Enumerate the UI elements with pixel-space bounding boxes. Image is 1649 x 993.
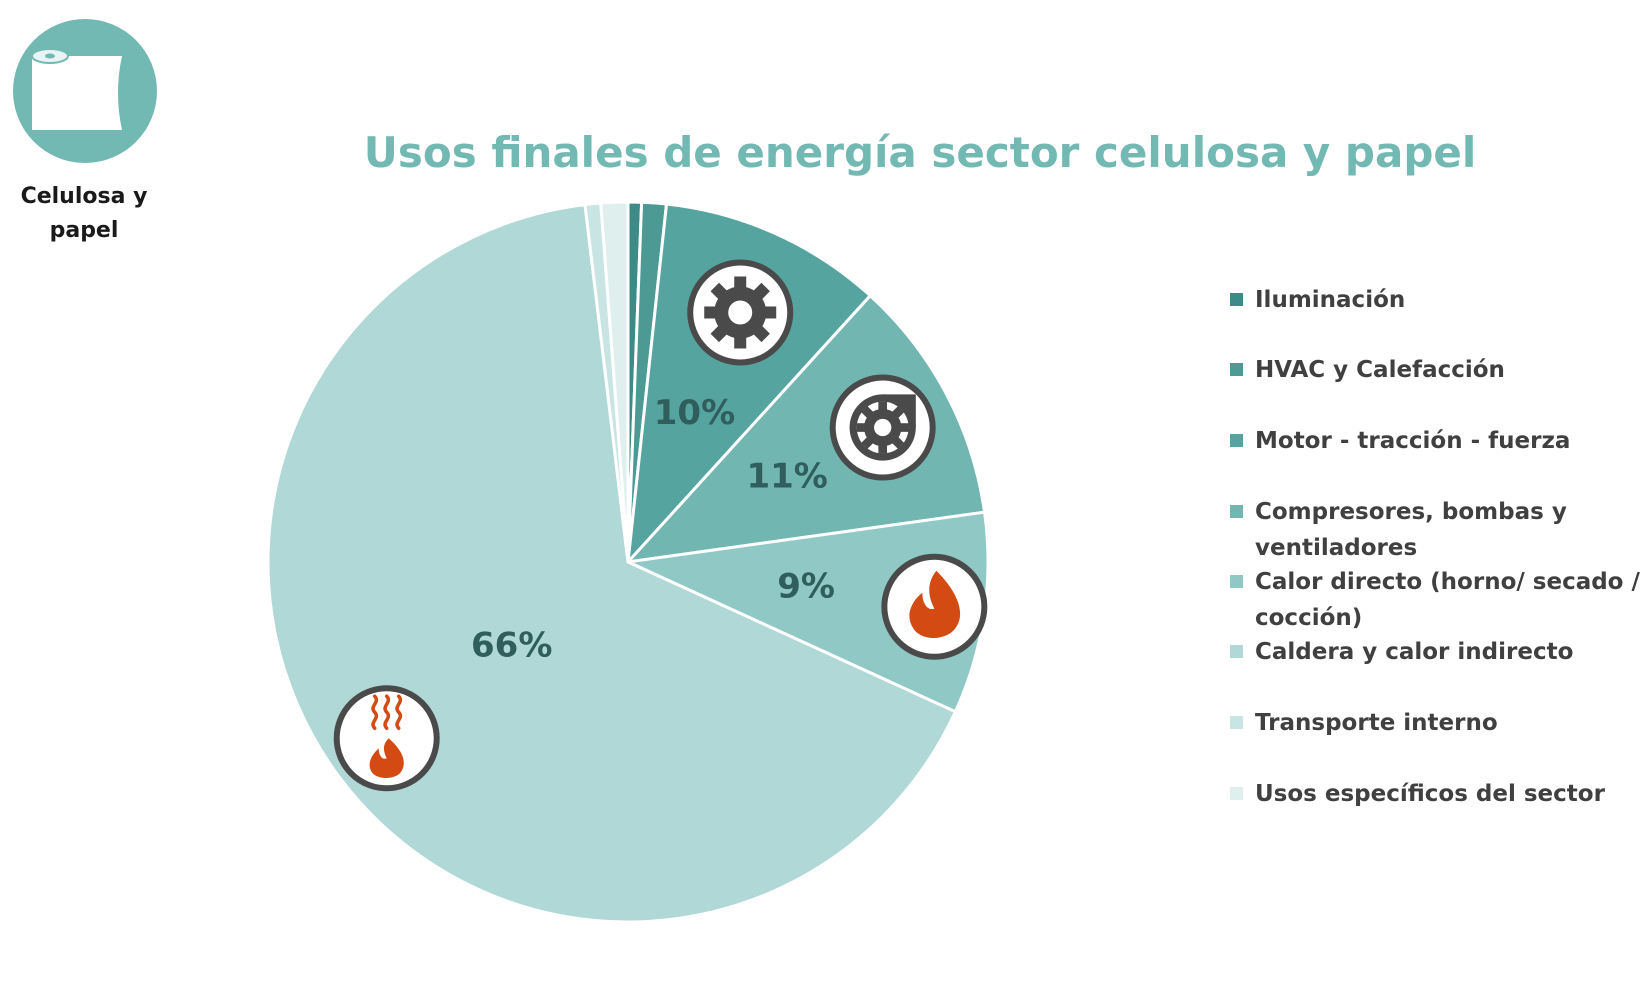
boiler-heat-icon [333, 685, 440, 792]
pump-icon [829, 374, 936, 481]
legend-swatch [1230, 293, 1243, 306]
legend-swatch [1230, 716, 1243, 729]
pie-slice-motor-traccion-fuerza [626, 202, 873, 567]
legend-swatch [1230, 787, 1243, 800]
data-label-caldera-y-calor-indirecto: 66% [471, 625, 552, 665]
legend-item-caldera-y-calor-indirecto: Caldera y calor indirecto [1230, 634, 1640, 670]
pie-slice-usos-especificos-del-sector [599, 200, 630, 563]
data-label-compresores-bombas-y-ventiladores: 11% [746, 456, 827, 496]
legend-swatch [1230, 434, 1243, 447]
legend-item-iluminacion: Iluminación [1230, 282, 1640, 318]
legend-label: Calor directo (horno/ secado / cocción) [1255, 569, 1640, 631]
legend-swatch [1230, 505, 1243, 518]
legend: Iluminación HVAC y Calefacción Motor - tra… [1230, 0, 1640, 993]
legend-item-usos-especificos-del-sector: Usos específicos del sector [1230, 776, 1640, 812]
chart-title: Usos finales de energía sector celulosa … [363, 128, 1477, 177]
legend-item-compresores-bombas-y-ventiladores: Compresores, bombas y ventiladores [1230, 494, 1640, 566]
legend-label: HVAC y Calefacción [1255, 357, 1505, 383]
legend-item-hvac-y-calefaccion: HVAC y Calefacción [1230, 352, 1640, 388]
pie-slice-compresores-bombas-y-ventiladores [624, 293, 987, 565]
legend-item-calor-directo-horno-secado-coccion: Calor directo (horno/ secado / cocción) [1230, 564, 1640, 636]
legend-item-transporte-interno: Transporte interno [1230, 705, 1640, 741]
legend-item-motor-traccion-fuerza: Motor - tracción - fuerza [1230, 423, 1640, 459]
data-label-motor-traccion-fuerza: 10% [654, 393, 735, 433]
legend-swatch [1230, 363, 1243, 376]
legend-label: Caldera y calor indirecto [1255, 639, 1574, 665]
paper-roll-icon [13, 19, 157, 163]
legend-label: Iluminación [1255, 287, 1406, 313]
gear-icon [687, 259, 794, 366]
legend-label: Transporte interno [1255, 710, 1498, 736]
pie-slice-caldera-y-calor-indirecto [266, 202, 958, 924]
logo-label: Celulosa y papel [20, 184, 148, 243]
flame-icon [881, 553, 988, 660]
legend-label: Motor - tracción - fuerza [1255, 428, 1571, 454]
legend-label: Compresores, bombas y ventiladores [1255, 499, 1567, 561]
legend-swatch [1230, 575, 1243, 588]
data-label-calor-directo-horno-secado-coccion: 9% [777, 567, 835, 607]
legend-swatch [1230, 645, 1243, 658]
legend-label: Usos específicos del sector [1255, 781, 1605, 807]
